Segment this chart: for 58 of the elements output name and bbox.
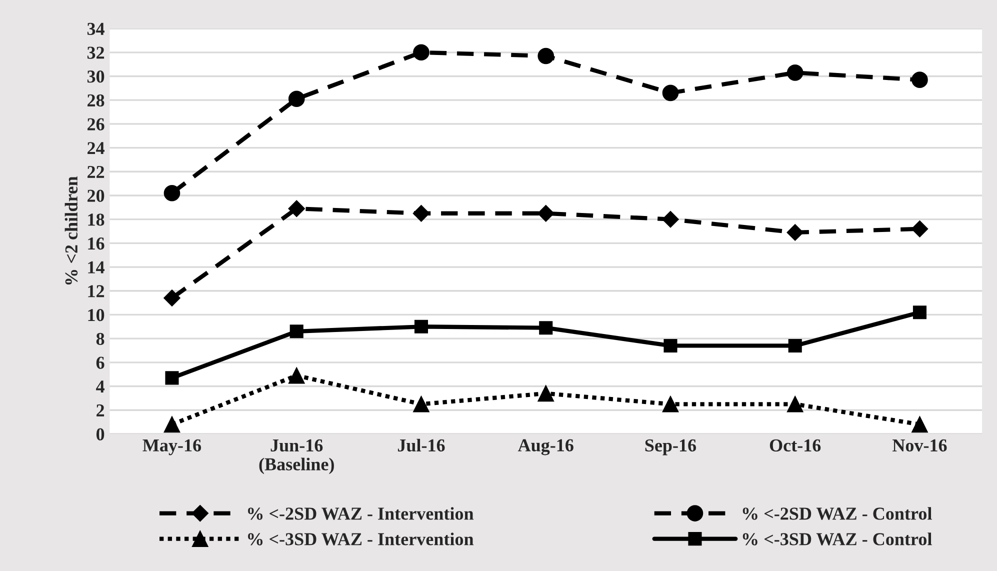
- point: [164, 416, 180, 433]
- point: [788, 338, 802, 352]
- point: [912, 72, 928, 88]
- y-tick-label: 6: [96, 356, 104, 369]
- point: [786, 396, 804, 412]
- point: [164, 290, 180, 306]
- y-tick-label: 18: [88, 214, 104, 226]
- point: [288, 90, 305, 108]
- y-tick-label: 8: [96, 332, 104, 346]
- point: [912, 416, 928, 433]
- point: [538, 385, 554, 402]
- point: [538, 48, 554, 64]
- y-tick-label: 24: [88, 142, 104, 154]
- y-tick-label: 20: [88, 190, 104, 202]
- point: [290, 324, 304, 338]
- y-tick-label: 32: [87, 46, 104, 59]
- point: [414, 320, 428, 334]
- legend-label: % <-2SD WAZ - Control: [742, 507, 932, 520]
- y-tick-label: 12: [88, 285, 104, 298]
- x-tick-label: Aug-16: [518, 439, 574, 456]
- point: [288, 367, 305, 384]
- point: [413, 396, 430, 412]
- legend-label: % <-2SD WAZ - Intervention: [248, 507, 474, 520]
- point: [912, 306, 926, 320]
- point: [786, 64, 804, 81]
- point: [911, 220, 928, 238]
- x-tick-label: Jun-16 (Baseline): [259, 439, 334, 474]
- point: [539, 321, 553, 335]
- x-tick-label: Jul-16: [398, 438, 445, 452]
- y-tick-label: 30: [87, 70, 104, 83]
- y-tick-label: 2: [96, 404, 104, 416]
- y-tick-label: 28: [88, 94, 104, 107]
- point: [413, 44, 430, 61]
- x-tick-label: Sep-16: [645, 439, 696, 456]
- point: [537, 204, 554, 222]
- y-tick-label: 0: [96, 428, 104, 440]
- y-tick-label: 10: [88, 308, 104, 322]
- point: [786, 224, 804, 241]
- x-tick-label: May-16: [142, 439, 202, 456]
- y-tick-label: 34: [87, 22, 104, 35]
- y-axis-title: % <2 children: [64, 176, 78, 285]
- y-tick-label: 16: [88, 237, 104, 250]
- x-tick-label: Oct-16: [770, 439, 821, 452]
- point: [164, 184, 180, 202]
- legend-label: % <-3SD WAZ - Intervention: [248, 532, 474, 546]
- point: [288, 200, 305, 217]
- point: [662, 210, 679, 228]
- point: [662, 396, 679, 412]
- point: [412, 204, 430, 222]
- point: [664, 338, 678, 352]
- y-tick-label: 14: [88, 261, 104, 274]
- point: [165, 371, 179, 385]
- y-tick-label: 4: [96, 380, 104, 393]
- y-tick-label: 26: [88, 118, 104, 130]
- point: [662, 84, 679, 102]
- legend-label: % <-3SD WAZ - Control: [742, 532, 932, 546]
- y-tick-label: 22: [88, 166, 104, 178]
- x-tick-label: Nov-16: [892, 439, 947, 452]
